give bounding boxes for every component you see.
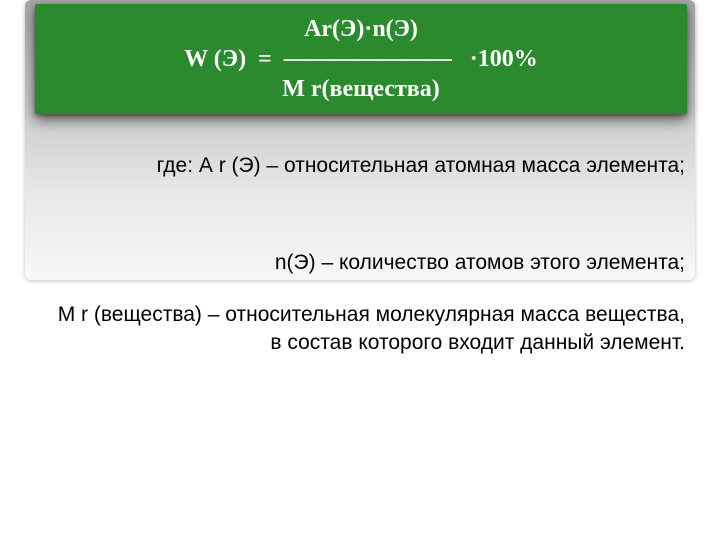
definition-text-2: n(Э) – количество атомов этого элемента; [45,249,685,277]
formula-header: Ar(Э)·n(Э) W (Э) = ——————— ·100% M r(вещ… [35,4,687,114]
formula-main: W (Э) = ——————— ·100% [184,44,538,74]
formula-numerator: Ar(Э)·n(Э) [304,14,418,44]
definition-text-3: М r (вещества) – относительная молекуляр… [45,301,685,358]
definition-text-1: где: А r (Э) – относительная атомная мас… [45,152,685,180]
formula-denominator: M r(вещества) [282,74,440,104]
slide: Ar(Э)·n(Э) W (Э) = ——————— ·100% M r(вещ… [0,0,720,540]
